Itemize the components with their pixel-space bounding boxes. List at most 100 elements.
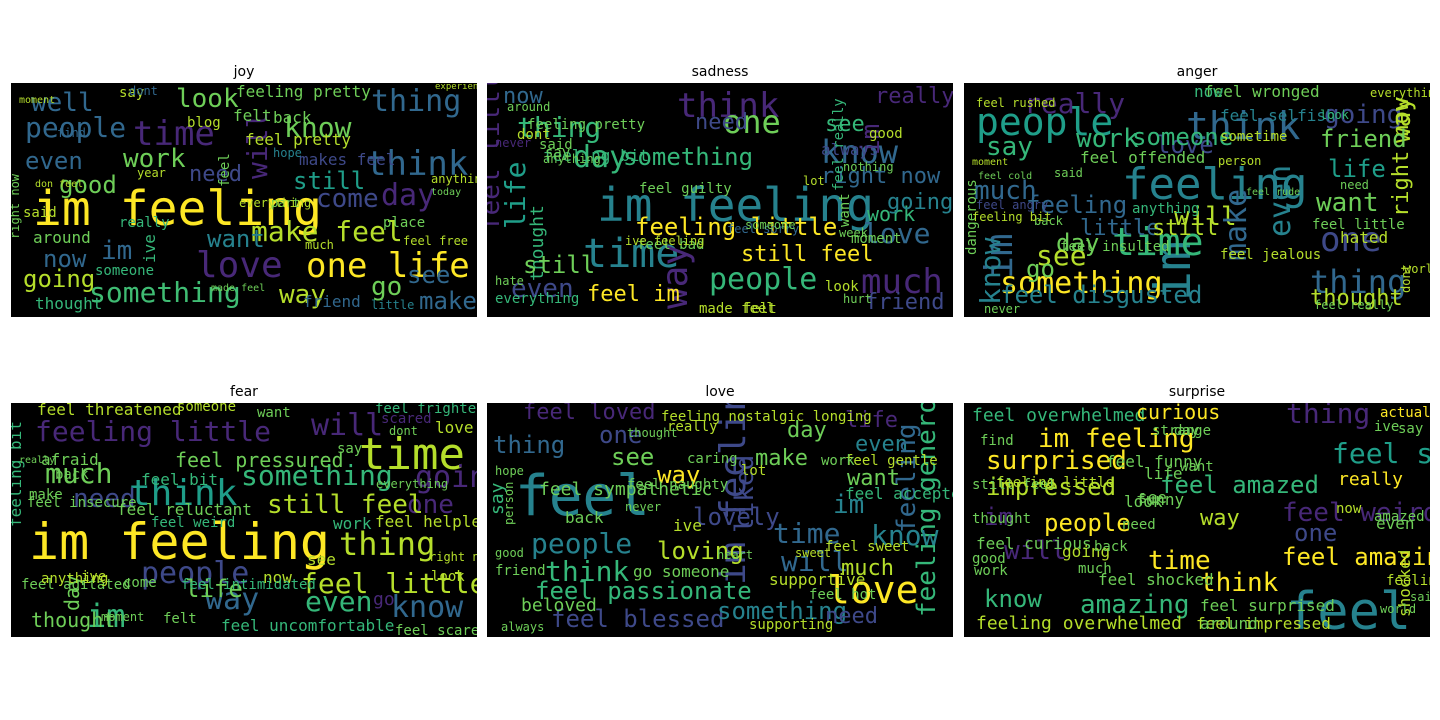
word: feel shocked [1098,570,1214,589]
word: way [655,244,696,309]
word: im [984,503,1013,531]
word: work [123,144,186,174]
word: know [984,585,1042,613]
word: day [60,575,84,611]
word: need [825,604,878,629]
word: impressed [986,473,1116,501]
word: life [185,575,243,603]
wordcloud-joy: im feeling time love one life something think… [11,83,477,317]
word: friend [865,290,944,315]
word: afraid [41,450,99,469]
word: lot [741,463,766,479]
word: go [371,272,402,302]
word: feeling little [996,475,1114,491]
word: im feeling [1038,424,1195,454]
word: im [1144,241,1202,301]
word: felt [233,106,272,125]
word: feeling nostalgic longing [661,409,872,425]
panel-title-joy: joy [233,64,255,80]
word: one [407,490,454,520]
wordcloud-panel-joy: joy im feeling time love one life something t… [11,64,477,317]
word: feel surprised [1200,596,1335,615]
word: feel little [1312,217,1405,233]
word: curious [1136,403,1220,424]
word: make [1219,189,1254,261]
word: one [1320,220,1381,260]
word: one life [306,246,470,286]
word: one [1294,519,1337,547]
word: still [293,167,365,195]
word: feel selfish [1220,106,1336,125]
word: said [1054,166,1083,180]
word: look [431,569,465,585]
word: day [381,178,435,213]
word: don feel [35,179,83,190]
word: see [611,443,654,471]
word: back [55,467,89,483]
wordcloud-panel-love: love feel im feeling love feeling generous f… [487,384,953,637]
wordcloud-background [964,83,1430,317]
word: feel weird [1282,498,1430,528]
word: never [495,136,531,150]
word: still [523,251,595,279]
word: feel little [301,567,477,600]
word: sometime [1220,129,1287,145]
panel-title-anger: anger [1176,64,1218,80]
word: feel reluctant [117,500,252,519]
word: feel [217,153,233,187]
word: place [383,215,425,231]
word: feeling [892,423,922,533]
word: know [284,111,352,144]
word: felt [163,611,197,627]
word: feel frightened [375,403,477,417]
word: come [316,184,379,214]
word: right now [821,164,941,189]
word: work [1076,124,1139,154]
word: will [781,545,848,578]
word: feeling bit [972,210,1051,224]
word: today [431,187,461,198]
word: think [129,473,238,514]
word: need [1122,517,1156,533]
word: will [311,408,383,443]
word: love [827,568,919,612]
word: still feel [267,490,424,520]
word: im feeling [29,513,330,571]
word: work [333,514,372,533]
word: see [1138,488,1167,507]
word: always [821,140,879,159]
word: feel loved [523,403,655,425]
word: thing [339,525,435,563]
word: feeling bit [543,146,649,165]
word: person [502,482,516,525]
word: one [723,103,781,141]
word: time [1112,220,1204,264]
word: need [189,162,242,187]
word: time [359,429,465,480]
word: anything [1132,201,1199,217]
word: people [709,262,817,297]
word: say [986,132,1033,162]
word: look [1320,108,1350,122]
word: everything [495,291,579,307]
word: dont [129,84,158,98]
word: someone [1132,123,1233,151]
word: much [841,556,894,581]
word: back [1034,214,1064,228]
word: back [273,108,312,127]
word: said [23,205,57,221]
word: going [415,460,477,495]
word: see [307,550,336,569]
word: hope [495,464,524,478]
word: ive [140,234,159,263]
word: way [1387,96,1417,143]
word: feel sorry [727,222,799,236]
word: world [1404,262,1430,276]
word: come [123,575,157,591]
word: im [101,236,132,266]
panel-title-love: love [705,384,735,400]
word: feeling bit [11,421,25,527]
word: anything [431,172,477,186]
word: know [821,133,899,171]
